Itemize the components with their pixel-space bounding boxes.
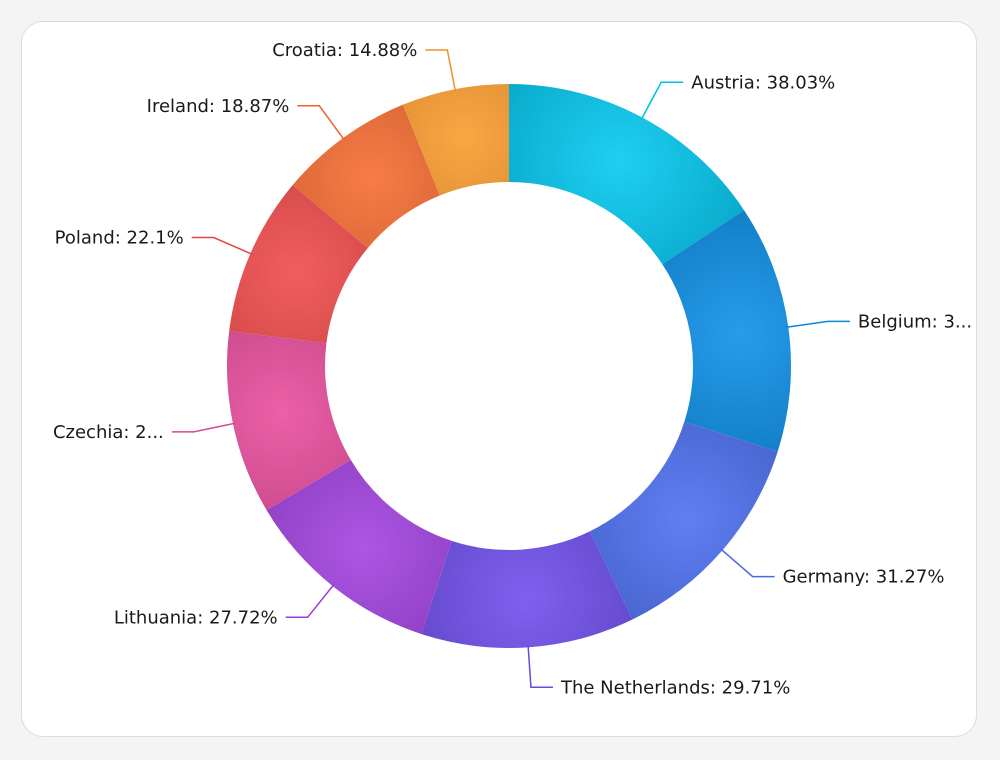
slice-poland[interactable] [229, 185, 368, 344]
leader-line-belgium [786, 320, 850, 328]
slice-label-czechia: Czechia: 2... [53, 422, 164, 443]
leader-line-germany [720, 548, 775, 578]
slice-lithuania[interactable] [266, 460, 452, 634]
leader-line-czechia [171, 422, 236, 433]
slice-label-belgium: Belgium: 3... [858, 311, 972, 332]
slice-czechia[interactable] [226, 331, 351, 511]
slice-label-the-netherlands: The Netherlands: 29.71% [560, 677, 790, 698]
slice-labels: Austria: 38.03% Belgium: 3... Germany: 31.… [53, 40, 972, 698]
slice-germany[interactable] [589, 421, 778, 620]
label-leader-lines [171, 49, 850, 689]
leader-line-lithuania [285, 584, 335, 619]
slice-ireland[interactable] [292, 104, 440, 248]
slice-belgium[interactable] [662, 210, 792, 452]
leader-line-austria [640, 81, 684, 120]
slice-label-ireland: Ireland: 18.87% [147, 96, 290, 117]
slice-label-lithuania: Lithuania: 27.72% [114, 607, 278, 628]
slice-label-germany: Germany: 31.27% [783, 567, 945, 588]
slice-austria[interactable] [509, 84, 744, 265]
leader-line-ireland [297, 105, 345, 141]
slice-label-austria: Austria: 38.03% [691, 72, 835, 93]
slice-label-poland: Poland: 22.1% [55, 228, 184, 249]
leader-line-croatia [425, 49, 457, 92]
leader-line-the-netherlands [527, 645, 553, 689]
slice-the-netherlands[interactable] [421, 531, 633, 648]
slice-croatia[interactable] [402, 84, 509, 196]
slice-label-croatia: Croatia: 14.88% [272, 40, 417, 61]
leader-line-poland [191, 236, 253, 255]
donut-slices [226, 84, 792, 648]
